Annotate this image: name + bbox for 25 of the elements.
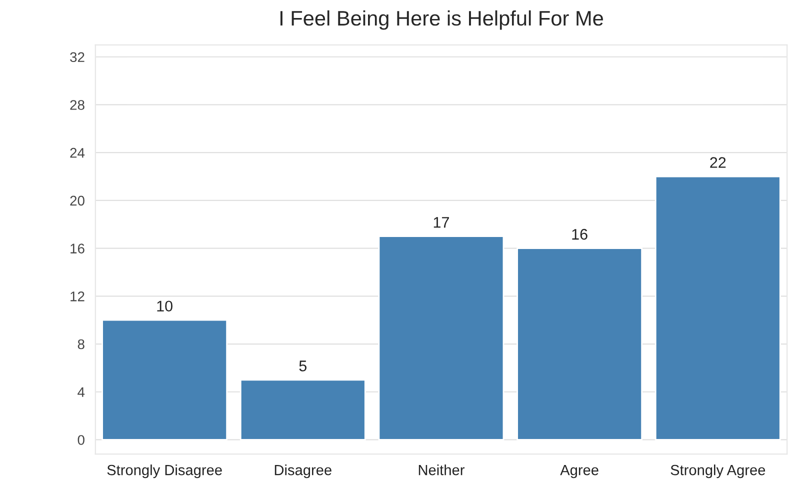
data-label: 22 — [710, 157, 726, 168]
bar — [516, 248, 642, 440]
bar — [102, 319, 228, 440]
chart-title: I Feel Being Here is Helpful For Me — [280, 10, 603, 30]
x-tick-label: Disagree — [274, 464, 332, 478]
data-label: 17 — [434, 217, 449, 228]
y-tick-label: 24 — [70, 148, 85, 158]
y-tick-label: 4 — [78, 387, 85, 397]
x-tick-label: Neither — [418, 464, 464, 476]
y-tick-label: 20 — [70, 196, 84, 206]
data-label: 5 — [299, 360, 307, 372]
y-tick-label: 0 — [78, 435, 84, 445]
data-label: 16 — [572, 228, 588, 240]
y-tick-label: 28 — [70, 100, 84, 110]
bar — [654, 176, 781, 440]
bar — [240, 379, 366, 440]
x-tick-label: Strongly Agree — [670, 464, 766, 478]
x-tick-label: Agree — [560, 465, 598, 478]
x-tick-label: Strongly Disagree — [107, 464, 222, 478]
y-tick-label: 32 — [70, 52, 84, 62]
y-tick-label: 12 — [70, 291, 84, 302]
bar — [378, 236, 504, 440]
y-tick-label: 16 — [70, 244, 84, 254]
data-label: 10 — [157, 300, 172, 312]
y-tick-label: 8 — [78, 339, 84, 350]
